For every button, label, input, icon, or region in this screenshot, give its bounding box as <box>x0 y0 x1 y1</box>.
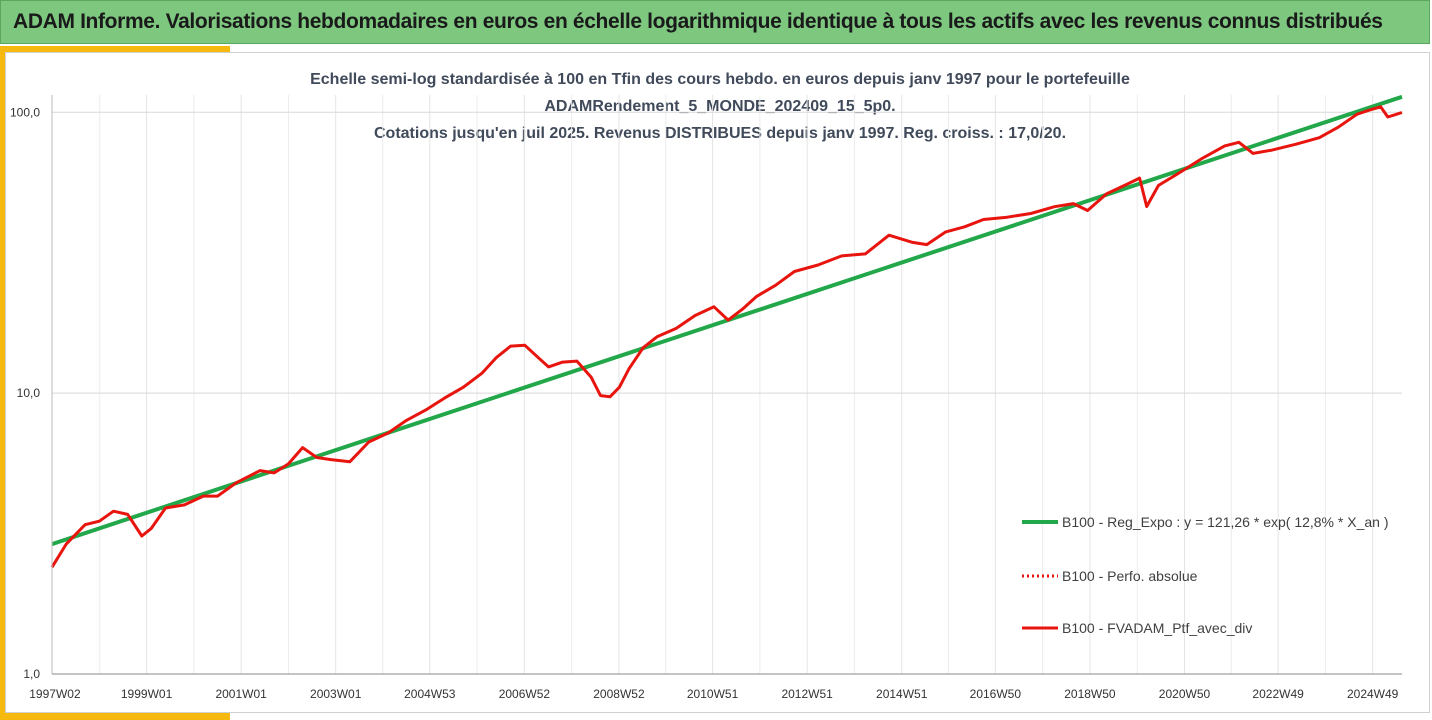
legend-label: B100 - Perfo. absolue <box>1062 568 1198 584</box>
legend-label: B100 - FVADAM_Ptf_avec_div <box>1062 620 1252 636</box>
x-tick-label: 2004W53 <box>404 687 456 701</box>
axes-layer: 1,0 10,0 100,0 1997W02 1999W01 2001W01 2003W01… <box>10 95 1402 701</box>
accent-bar-left <box>0 46 5 720</box>
page-title: ADAM Informe. Valorisations hebdomadaire… <box>13 10 1383 33</box>
chart-title-line-1: Echelle semi-log standardisée à 100 en T… <box>310 71 1130 88</box>
chart-title-line-3: Cotations jusqu'en juil 2025. Revenus DI… <box>373 125 1067 142</box>
grid-lines <box>52 95 1402 675</box>
x-tick-label: 2008W52 <box>593 687 645 701</box>
x-tick-label: 2018W50 <box>1064 687 1116 701</box>
x-tick-label: 1997W02 <box>29 687 81 701</box>
x-tick-label: 2006W52 <box>499 687 551 701</box>
series-layer <box>50 94 1403 568</box>
x-tick-label: 2016W50 <box>970 687 1022 701</box>
x-tick-label: 2003W01 <box>310 687 362 701</box>
page-header: ADAM Informe. Valorisations hebdomadaire… <box>0 0 1430 44</box>
y-tick-label: 10,0 <box>17 386 41 400</box>
y-tick-label: 100,0 <box>10 105 40 119</box>
x-tick-label: 2020W50 <box>1159 687 1211 701</box>
series-line-2 <box>50 105 1403 568</box>
x-tick-label: 2010W51 <box>687 687 739 701</box>
accent-bar-bottom <box>0 713 230 720</box>
accent-bar-top <box>0 46 230 52</box>
x-tick-label: 2012W51 <box>781 687 833 701</box>
x-tick-label: 1999W01 <box>121 687 173 701</box>
chart-frame <box>5 52 1430 713</box>
legend: B100 - Reg_Expo : y = 121,26 * exp( 12,8… <box>1022 514 1388 636</box>
y-tick-label: 1,0 <box>23 667 40 681</box>
x-tick-label: 2024W49 <box>1347 687 1399 701</box>
x-tick-label: 2001W01 <box>215 687 267 701</box>
x-tick-label: 2022W49 <box>1252 687 1304 701</box>
x-tick-label: 2014W51 <box>876 687 928 701</box>
legend-label: B100 - Reg_Expo : y = 121,26 * exp( 12,8… <box>1062 514 1388 530</box>
chart-title-line-2: ADAMRendement_5_MONDE_202409_15_5p0. <box>544 98 896 115</box>
